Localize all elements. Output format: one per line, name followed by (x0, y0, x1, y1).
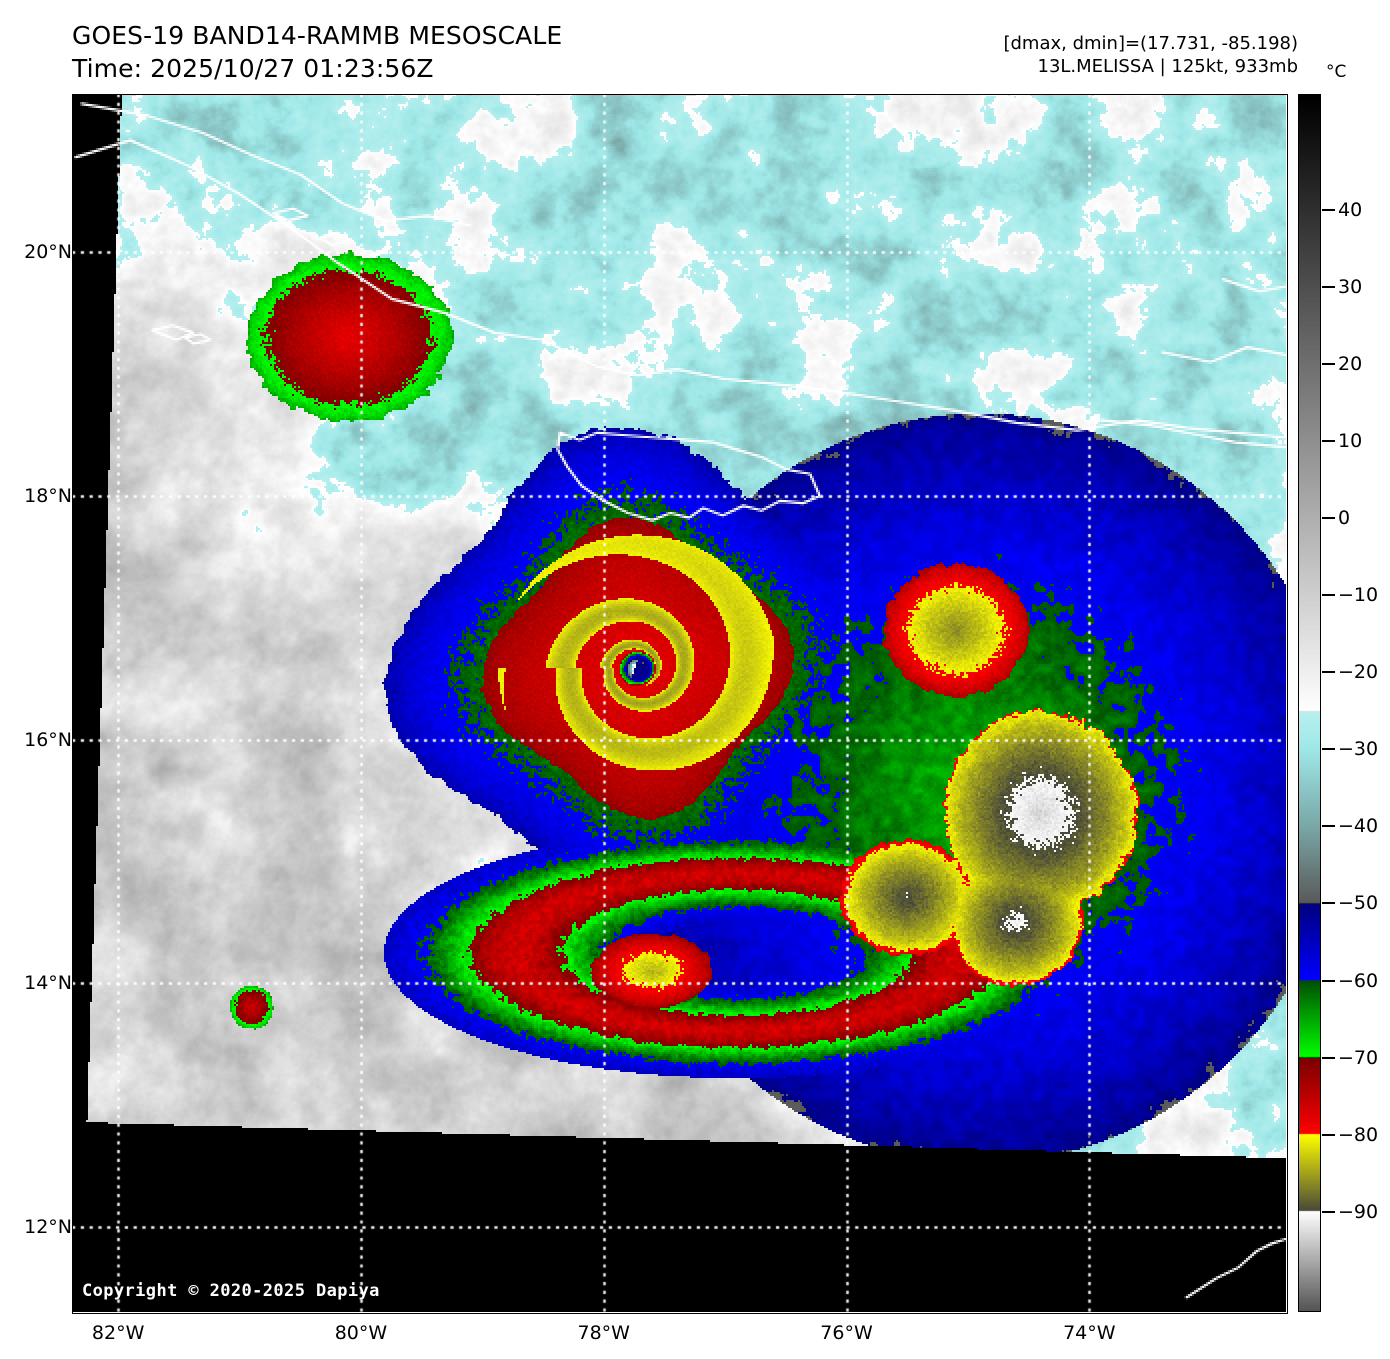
colorbar-tick-mark (1322, 748, 1335, 751)
colorbar-tick-mark (1322, 1056, 1335, 1059)
latitude-tick-label: 12°N (24, 1215, 72, 1238)
title-block: GOES-19 BAND14-RAMMB MESOSCALE Time: 202… (72, 20, 562, 85)
colorbar-gradient (1299, 95, 1320, 1311)
satellite-plot-area[interactable] (72, 94, 1286, 1312)
colorbar-unit-label: °C (1326, 62, 1347, 82)
colorbar-tick-mark (1322, 594, 1335, 597)
colorbar-tick-mark (1322, 1210, 1335, 1213)
colorbar-tick-mark (1322, 439, 1335, 442)
longitude-tick-label: 80°W (334, 1322, 388, 1344)
colorbar-tick-label: −10 (1338, 584, 1379, 607)
colorbar-tick-label: 30 (1338, 275, 1363, 298)
colorbar-tick-label: −40 (1338, 815, 1379, 838)
colorbar-tick-mark (1322, 1133, 1335, 1136)
dminmax-label: [dmax, dmin]=(17.731, -85.198) (1003, 33, 1298, 54)
longitude-tick-label: 74°W (1063, 1322, 1116, 1344)
latitude-tick-label: 14°N (24, 972, 72, 995)
colorbar-tick-label: 0 (1338, 506, 1351, 529)
colorbar-tick-label: −90 (1338, 1200, 1379, 1223)
colorbar-tick-mark (1322, 516, 1335, 519)
copyright-label: Copyright © 2020-2025 Dapiya (82, 1281, 380, 1301)
latitude-tick-label: 18°N (24, 484, 72, 507)
colorbar-tick-label: 20 (1338, 352, 1363, 375)
colorbar-tick-label: −80 (1338, 1123, 1379, 1146)
colorbar-tick-mark (1322, 208, 1335, 211)
colorbar-tick-label: 10 (1338, 429, 1363, 452)
colorbar[interactable] (1298, 94, 1321, 1312)
colorbar-tick-label: −20 (1338, 661, 1379, 684)
colorbar-tick-label: −30 (1338, 738, 1379, 761)
colorbar-tick-label: −60 (1338, 969, 1379, 992)
colorbar-tick-label: −70 (1338, 1046, 1379, 1069)
colorbar-tick-mark (1322, 902, 1335, 905)
latlon-graticule-overlay (72, 94, 1286, 1312)
colorbar-tick-mark (1322, 285, 1335, 288)
longitude-tick-label: 76°W (820, 1322, 873, 1344)
longitude-tick-label: 78°W (577, 1322, 630, 1344)
latitude-tick-label: 16°N (24, 728, 72, 751)
longitude-tick-label: 82°W (91, 1322, 145, 1344)
colorbar-tick-mark (1322, 825, 1335, 828)
metadata-block: [dmax, dmin]=(17.731, -85.198) 13L.MELIS… (1003, 32, 1298, 79)
colorbar-tick-mark (1322, 671, 1335, 674)
colorbar-tick-label: 40 (1338, 198, 1363, 221)
page-title: GOES-19 BAND14-RAMMB MESOSCALE (72, 21, 563, 50)
colorbar-tick-mark (1322, 362, 1335, 365)
latitude-tick-label: 20°N (24, 241, 72, 264)
colorbar-tick-mark (1322, 979, 1335, 982)
timestamp-label: Time: 2025/10/27 01:23:56Z (72, 53, 434, 83)
storm-info-label: 13L.MELISSA | 125kt, 933mb (1037, 56, 1299, 78)
colorbar-tick-label: −50 (1338, 892, 1379, 915)
